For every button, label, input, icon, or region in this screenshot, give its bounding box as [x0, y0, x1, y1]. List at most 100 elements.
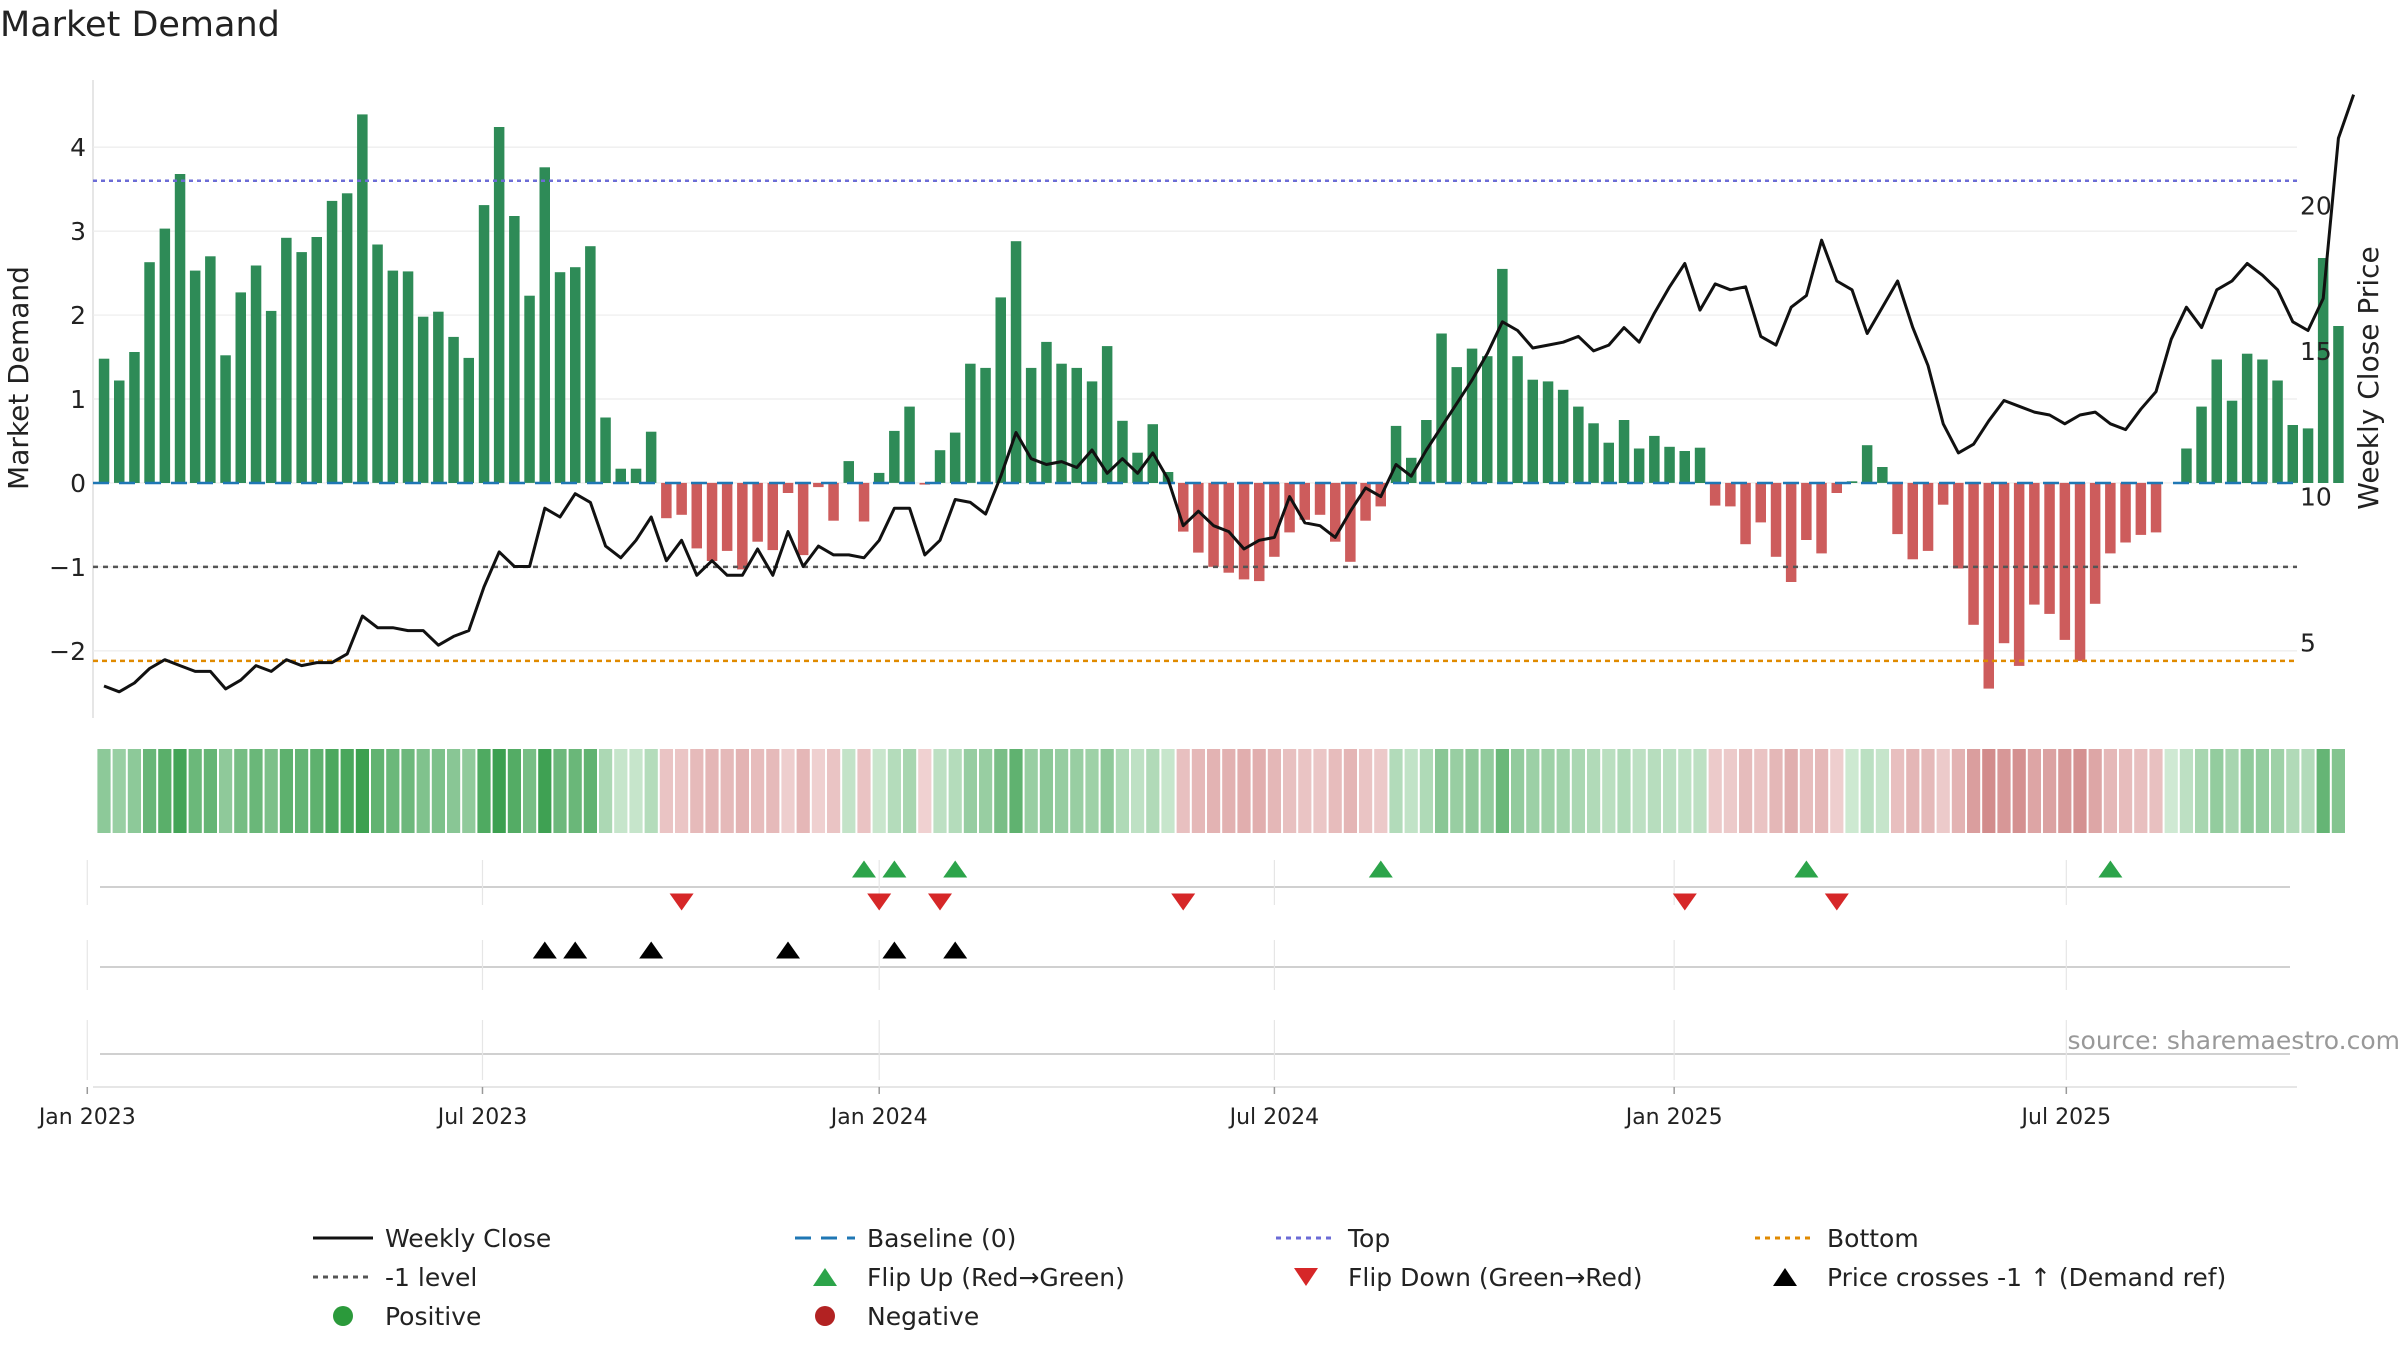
demand-bar-negative: [1755, 482, 1766, 523]
flip-down-marker: [1672, 893, 1697, 911]
demand-bar-negative: [661, 482, 672, 519]
demand-bar-positive: [554, 272, 566, 483]
demand-bar-positive: [281, 237, 292, 483]
demand-bar-positive: [311, 237, 322, 483]
demand-bar-positive: [2257, 359, 2268, 483]
demand-bar-positive: [1056, 363, 1067, 483]
reference-lines-layer: [93, 179, 2297, 663]
demand-bar-negative: [2044, 482, 2055, 614]
demand-strip-cell: [264, 749, 278, 833]
legend-label: Price crosses -1 ↑ (Demand ref): [1827, 1263, 2226, 1292]
demand-strip-cell: [2210, 749, 2224, 833]
demand-strip-cell: [553, 749, 567, 833]
legend-label: -1 level: [385, 1263, 477, 1292]
demand-strip-cell: [1009, 749, 1023, 833]
legend-label: Negative: [867, 1302, 979, 1331]
demand-strip-cell: [112, 749, 126, 833]
demand-strip-cell: [1024, 749, 1038, 833]
demand-bar-negative: [1709, 482, 1721, 506]
demand-bar-negative: [767, 482, 778, 551]
demand-strip-cell: [310, 749, 324, 833]
left-y-tick-label: −1: [49, 553, 86, 582]
demand-bar-positive: [250, 265, 262, 483]
demand-strip-cell: [143, 749, 157, 833]
demand-strip-cell: [2103, 749, 2117, 833]
demand-strip-cell: [371, 749, 385, 833]
demand-bar-negative: [1770, 482, 1782, 557]
demand-bar-negative: [1968, 482, 1979, 625]
demand-bar-positive: [2181, 448, 2192, 483]
demand-bar-positive: [205, 256, 216, 483]
demand-bar-positive: [1527, 379, 1538, 483]
demand-bar-positive: [1101, 346, 1113, 483]
demand-strip-cell: [1708, 749, 1722, 833]
demand-bar-positive: [463, 357, 474, 483]
demand-bar-negative: [1816, 482, 1827, 554]
demand-strip-cell: [1754, 749, 1768, 833]
demand-strip-cell: [2043, 749, 2057, 833]
demand-strip-cell: [2225, 749, 2239, 833]
x-tick-label: Jul 2025: [2020, 1105, 2112, 1130]
demand-strip-cell: [1146, 749, 1160, 833]
legend-label: Flip Up (Red→Green): [867, 1263, 1125, 1292]
demand-bar-negative: [2059, 482, 2071, 640]
right-axis-label: Weekly Close Price: [2352, 246, 2385, 509]
demand-bar-negative: [1269, 482, 1280, 557]
demand-strip-cell: [158, 749, 172, 833]
demand-bar-negative: [1907, 482, 1918, 560]
demand-bar-positive: [357, 114, 368, 483]
demand-strip-cell: [523, 749, 537, 833]
demand-bar-negative: [2105, 482, 2116, 554]
demand-bar-negative: [2074, 482, 2086, 661]
demand-bar-positive: [417, 316, 429, 483]
demand-strip-cell: [1298, 749, 1312, 833]
right-y-tick-label: 10: [2300, 483, 2332, 512]
demand-bar-positive: [630, 468, 642, 483]
demand-bar-positive: [2241, 353, 2253, 483]
left-y-tick-label: 0: [70, 469, 86, 498]
legend-label: Positive: [385, 1302, 481, 1331]
demand-bar-positive: [129, 352, 140, 483]
demand-strip-cell: [2195, 749, 2209, 833]
demand-bar-positive: [1588, 423, 1599, 483]
demand-bar-negative: [1238, 482, 1250, 580]
demand-strip-cell: [234, 749, 248, 833]
flip-up-marker: [852, 860, 876, 878]
demand-bar-positive: [2333, 326, 2344, 483]
demand-strip-cell: [1723, 749, 1737, 833]
demand-bar-negative: [1740, 482, 1751, 545]
demand-bar-positive: [1071, 367, 1082, 483]
demand-bar-negative: [1299, 482, 1310, 520]
demand-strip-cell: [447, 749, 461, 833]
demand-strip-cell: [1967, 749, 1981, 833]
demand-strip-cell: [1921, 749, 1935, 833]
demand-strip-layer: [97, 749, 2345, 833]
flip-up-marker: [1368, 860, 1393, 878]
demand-strip-cell: [1906, 749, 1920, 833]
demand-bar-negative: [919, 482, 930, 485]
demand-bar-negative: [1360, 482, 1371, 521]
demand-strip-cell: [295, 749, 309, 833]
demand-bar-positive: [1010, 241, 1022, 483]
price-layer: [103, 94, 2356, 694]
demand-strip-cell: [2119, 749, 2133, 833]
demand-bar-positive: [615, 468, 626, 483]
flip-down-marker: [1171, 893, 1196, 911]
demand-bar-positive: [478, 205, 490, 483]
demand-strip-cell: [1328, 749, 1342, 833]
demand-strip-cell: [963, 749, 977, 833]
demand-bar-positive: [585, 246, 596, 483]
demand-strip-cell: [2088, 749, 2102, 833]
flip-up-marker: [882, 860, 907, 878]
demand-strip-cell: [355, 749, 369, 833]
demand-bar-positive: [1846, 481, 1858, 483]
demand-strip-cell: [2271, 749, 2285, 833]
demand-bar-negative: [1937, 482, 1949, 505]
demand-strip-cell: [827, 749, 841, 833]
demand-bar-negative: [1725, 482, 1736, 507]
demand-bar-negative: [721, 482, 733, 551]
bars-layer: [98, 114, 2344, 689]
demand-strip-cell: [416, 749, 430, 833]
demand-bar-negative: [813, 482, 824, 488]
demand-bar-positive: [433, 311, 444, 483]
